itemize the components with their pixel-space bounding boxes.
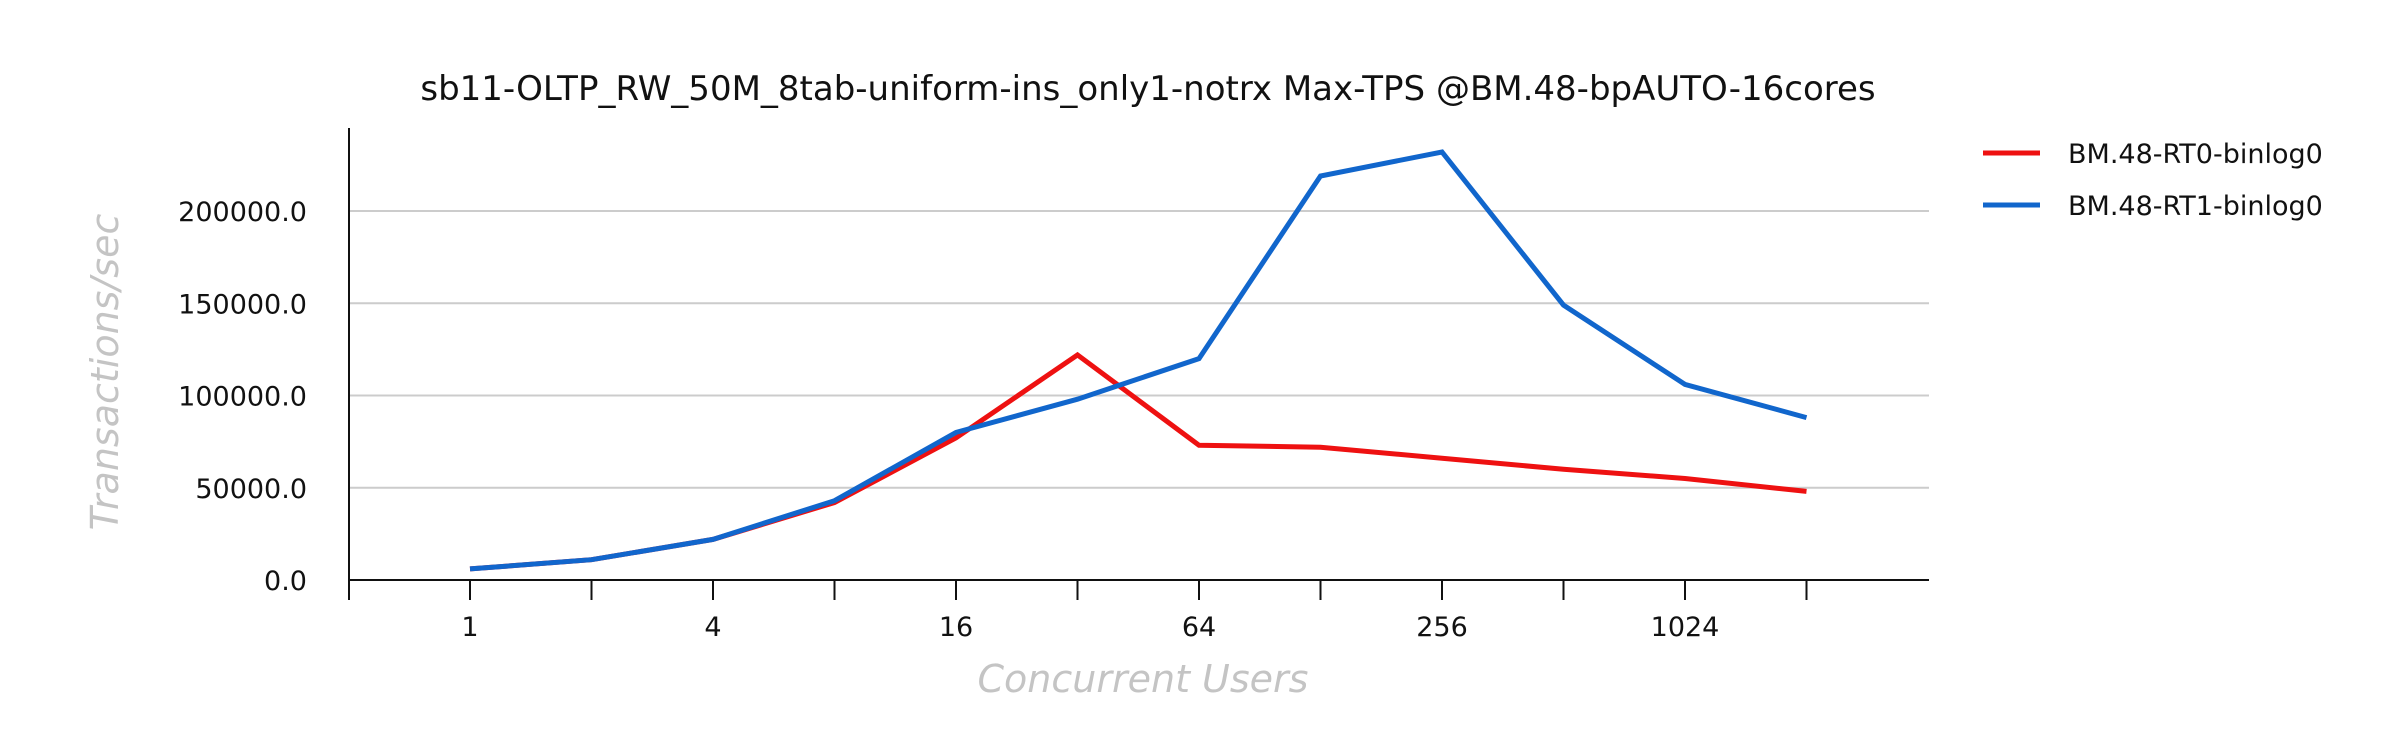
y-tick-label: 150000.0: [178, 289, 307, 320]
series-line-1: [469, 351, 1807, 572]
legend-label: BM.48-RT1-binlog0: [2068, 191, 2323, 222]
x-tick-label: 64: [1182, 612, 1216, 643]
x-tick-label: 16: [939, 612, 973, 643]
legend-label: BM.48-RT0-binlog0: [2068, 139, 2323, 170]
legend: BM.48-RT0-binlog0 BM.48-RT1-binlog0: [1983, 139, 2323, 222]
chart-title: sb11-OLTP_RW_50M_8tab-uniform-ins_only1-…: [420, 69, 1875, 109]
axes: 0.0 50000.0 100000.0 150000.0 200000.0 1 4 16 64…: [178, 128, 1929, 643]
series-lines: [469, 149, 1808, 572]
gridlines: [349, 210, 1929, 489]
y-tick-label: 50000.0: [195, 474, 307, 505]
x-axis-label: Concurrent Users: [978, 657, 1309, 701]
x-tick-label: 1: [461, 612, 478, 643]
x-tick-label: 4: [704, 612, 721, 643]
series-line-2: [469, 149, 1808, 572]
y-tick-label: 200000.0: [178, 197, 307, 228]
y-tick-label: 100000.0: [178, 382, 307, 413]
y-axis-label: Transactions/sec: [83, 214, 127, 531]
x-tick-label: 256: [1416, 612, 1468, 643]
x-tick-label: 1024: [1651, 612, 1720, 643]
y-tick-label: 0.0: [264, 566, 307, 597]
